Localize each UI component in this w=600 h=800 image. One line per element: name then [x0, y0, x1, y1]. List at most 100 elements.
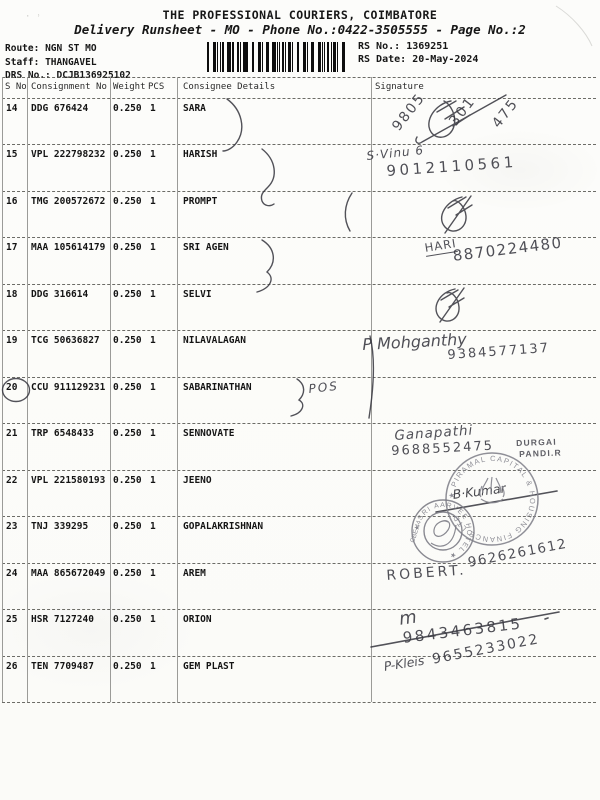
pcs-cell: 1 — [150, 289, 156, 300]
weight-cell: 0.250 — [113, 521, 142, 532]
consignee-cell: AREM — [183, 568, 206, 579]
weight-cell: 0.250 — [113, 661, 142, 672]
row-divider — [2, 330, 596, 331]
staff-label: Staff: — [5, 57, 40, 68]
weight-cell: 0.250 — [113, 196, 142, 207]
table-row: 15 VPL 222798232 0.250 1 HARISH — [0, 144, 600, 190]
scan-smudge: · ˒ — [25, 12, 42, 22]
sno-cell: 17 — [6, 242, 18, 253]
consignment-cell: MAA 105614179 — [31, 242, 106, 253]
row-divider — [2, 423, 596, 424]
sno-cell: 15 — [6, 149, 18, 160]
row-divider — [2, 237, 596, 238]
pcs-cell: 1 — [150, 428, 156, 439]
pcs-cell: 1 — [150, 521, 156, 532]
table-row: 16 TMG 200572672 0.250 1 PROMPT — [0, 191, 600, 237]
consignment-cell: VPL 222798232 — [31, 149, 106, 160]
staff-line: Staff: THANGAVEL — [5, 57, 97, 68]
pcs-cell: 1 — [150, 149, 156, 160]
row-divider — [2, 284, 596, 285]
sno-cell: 21 — [6, 428, 18, 439]
weight-cell: 0.250 — [113, 382, 142, 393]
sno-cell: 23 — [6, 521, 18, 532]
weight-cell: 0.250 — [113, 103, 142, 114]
pcs-cell: 1 — [150, 568, 156, 579]
handwritten-note: POS — [307, 378, 340, 396]
runsheet-title: Delivery Runsheet - MO - Phone No.:0422-… — [74, 22, 526, 37]
consignee-cell: JEENO — [183, 475, 212, 486]
weight-cell: 0.250 — [113, 149, 142, 160]
barcode-icon — [207, 42, 345, 72]
table-row: 19 TCG 50636827 0.250 1 NILAVALAGAN — [0, 330, 600, 376]
consignment-cell: CCU 911129231 — [31, 382, 106, 393]
row-divider — [2, 191, 596, 192]
consignee-cell: NILAVALAGAN — [183, 335, 246, 346]
sno-cell: 14 — [6, 103, 18, 114]
row-divider — [2, 702, 596, 703]
consignee-cell: SELVI — [183, 289, 212, 300]
route-label: Route: — [5, 43, 40, 54]
consignment-cell: TRP 6548433 — [31, 428, 94, 439]
column-divider — [110, 77, 111, 702]
consignee-cell: GEM PLAST — [183, 661, 235, 672]
sno-cell: 22 — [6, 475, 18, 486]
table-row: 20 CCU 911129231 0.250 1 SABARINATHAN — [0, 377, 600, 423]
consignee-cell: SRI AGEN — [183, 242, 229, 253]
row-divider — [2, 77, 596, 78]
pcs-cell: 1 — [150, 614, 156, 625]
row-divider — [2, 377, 596, 378]
consignment-cell: TCG 50636827 — [31, 335, 100, 346]
consignee-cell: SARA — [183, 103, 206, 114]
sno-cell: 25 — [6, 614, 18, 625]
row-divider — [2, 144, 596, 145]
consignee-cell: PROMPT — [183, 196, 218, 207]
handwritten-note: DURGAI — [515, 436, 558, 448]
table-row: 18 DDG 316614 0.250 1 SELVI — [0, 284, 600, 330]
consignment-cell: VPL 221580193 — [31, 475, 106, 486]
sno-cell: 16 — [6, 196, 18, 207]
table-row: 22 VPL 221580193 0.250 1 JEENO — [0, 470, 600, 516]
table-row: 23 TNJ 339295 0.250 1 GOPALAKRISHNAN — [0, 516, 600, 562]
company-title: THE PROFESSIONAL COURIERS, COIMBATORE — [162, 8, 438, 22]
consignee-cell: ORION — [183, 614, 212, 625]
sno-cell: 26 — [6, 661, 18, 672]
consignment-cell: TNJ 339295 — [31, 521, 89, 532]
staff-value: THANGAVEL — [45, 57, 97, 68]
row-divider — [2, 609, 596, 610]
table-row: 25 HSR 7127240 0.250 1 ORION — [0, 609, 600, 655]
rs-no-line: RS No.: 1369251 — [358, 41, 448, 52]
handwritten-name: m — [397, 606, 419, 630]
table-row: 17 MAA 105614179 0.250 1 SRI AGEN — [0, 237, 600, 283]
col-header-pcs: PCS — [148, 82, 165, 92]
consignee-cell: SENNOVATE — [183, 428, 235, 439]
consignment-cell: HSR 7127240 — [31, 614, 94, 625]
row-divider — [2, 563, 596, 564]
col-header-consignment: Consignment No — [31, 82, 107, 92]
pcs-cell: 1 — [150, 335, 156, 346]
pcs-cell: 1 — [150, 242, 156, 253]
table-row: 14 DDG 676424 0.250 1 SARA — [0, 98, 600, 144]
sno-cell: 20 — [6, 382, 18, 393]
pcs-cell: 1 — [150, 661, 156, 672]
row-divider — [2, 516, 596, 517]
pcs-cell: 1 — [150, 196, 156, 207]
weight-cell: 0.250 — [113, 428, 142, 439]
rs-date-value: 20-May-2024 — [412, 54, 479, 65]
drs-label: DRS No.: — [5, 70, 51, 81]
handwritten-note: PANDI.R — [518, 447, 563, 459]
rs-no-label: RS No.: — [358, 41, 401, 52]
table-row: 24 MAA 865672049 0.250 1 AREM — [0, 563, 600, 609]
row-divider — [2, 98, 596, 99]
consignment-cell: TMG 200572672 — [31, 196, 106, 207]
consignee-cell: SABARINATHAN — [183, 382, 252, 393]
drs-line: DRS No.: DCJB136925102 — [5, 70, 131, 81]
weight-cell: 0.250 — [113, 335, 142, 346]
col-header-weight: Weight — [113, 82, 146, 92]
weight-cell: 0.250 — [113, 568, 142, 579]
rs-date-label: RS Date: — [358, 54, 407, 65]
drs-value: DCJB136925102 — [56, 70, 131, 81]
col-header-sno: S No — [5, 82, 27, 92]
pcs-cell: 1 — [150, 382, 156, 393]
route-line: Route: NGN ST MO — [5, 43, 97, 54]
